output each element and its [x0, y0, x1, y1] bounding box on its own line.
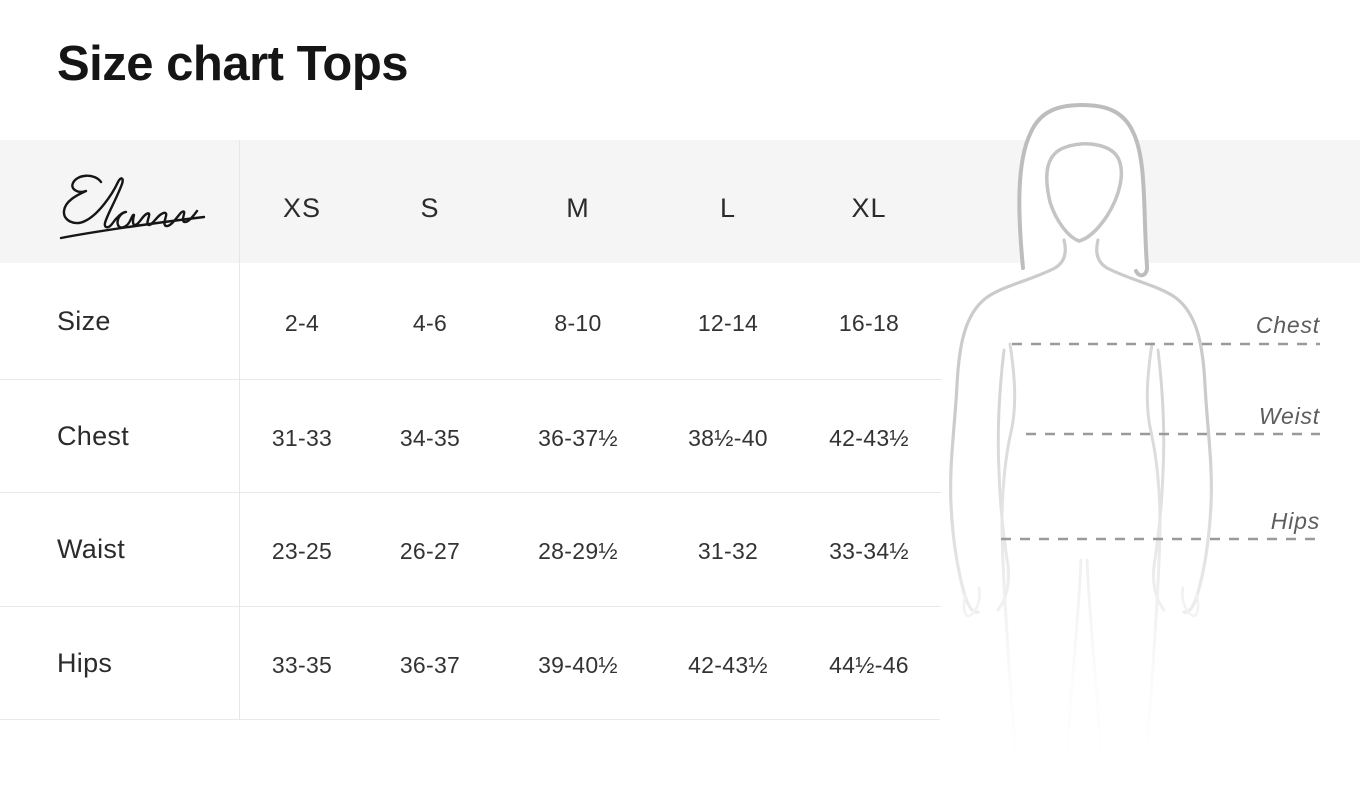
size-xl-value: 16-18 — [796, 263, 942, 380]
column-header-xl: XL — [851, 193, 887, 223]
chest-xs-value: 31-33 — [240, 380, 364, 493]
waist-s-value: 26-27 — [364, 493, 496, 607]
hips-s-value: 36-37 — [364, 607, 496, 720]
size-m-value: 8-10 — [496, 263, 660, 380]
row-label-size: Size — [0, 263, 240, 380]
size-s-value: 4-6 — [364, 263, 496, 380]
column-header-l: L — [719, 193, 737, 223]
waist-m-value: 28-29½ — [496, 493, 660, 607]
chest-m-value: 36-37½ — [496, 380, 660, 493]
column-header-s: S — [420, 193, 440, 223]
hips-xs-value: 33-35 — [240, 607, 364, 720]
hips-l-value: 42-43½ — [660, 607, 796, 720]
size-table: Elan XS S M L XL Size 2-4 4-6 8-10 12-14… — [0, 140, 942, 720]
row-label-chest: Chest — [0, 380, 240, 493]
row-label-hips: Hips — [0, 607, 240, 720]
waist-xs-value: 23-25 — [240, 493, 364, 607]
waist-l-value: 31-32 — [660, 493, 796, 607]
chest-l-value: 38½-40 — [660, 380, 796, 493]
brand-logo-cell: Elan — [0, 140, 240, 263]
elan-logo-icon — [59, 174, 206, 239]
waist-xl-value: 33-34½ — [796, 493, 942, 607]
hips-measure-label: Hips — [1270, 508, 1320, 534]
waist-measure-label: Weist — [1258, 403, 1320, 429]
size-xs-value: 2-4 — [240, 263, 364, 380]
hips-m-value: 39-40½ — [496, 607, 660, 720]
column-header-xs: XS — [282, 193, 322, 223]
column-header-m: M — [566, 193, 590, 223]
hips-xl-value: 44½-46 — [796, 607, 942, 720]
size-l-value: 12-14 — [660, 263, 796, 380]
row-label-waist: Waist — [0, 493, 240, 607]
page-title: Size chart Tops — [57, 37, 409, 91]
chest-xl-value: 42-43½ — [796, 380, 942, 493]
chest-measure-label: Chest — [1255, 312, 1320, 338]
chest-s-value: 34-35 — [364, 380, 496, 493]
